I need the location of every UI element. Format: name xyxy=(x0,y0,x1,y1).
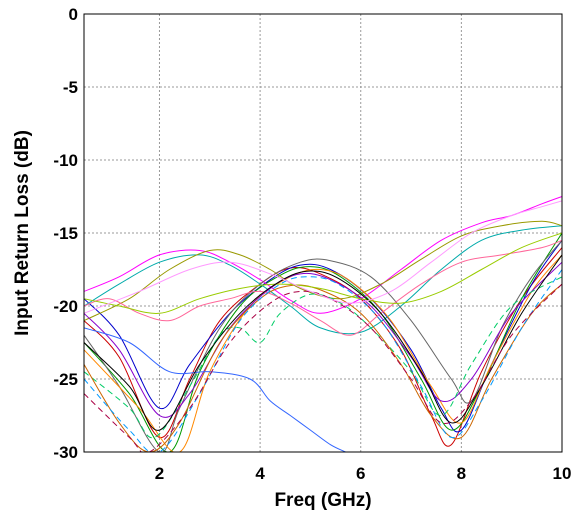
x-tick-label: 8 xyxy=(457,464,466,483)
series-line-18 xyxy=(84,200,562,314)
x-tick-label: 2 xyxy=(155,464,164,483)
y-tick-label: -25 xyxy=(53,370,78,389)
series-line-13 xyxy=(84,239,562,336)
plot-area xyxy=(84,14,562,452)
y-tick-label: 0 xyxy=(69,5,78,24)
series-line-6 xyxy=(84,220,562,322)
series-line-17 xyxy=(84,283,562,452)
plot-frame xyxy=(83,13,563,453)
series-line-9 xyxy=(84,261,562,418)
y-tick-label: -20 xyxy=(53,297,78,316)
series-line-1 xyxy=(84,247,562,447)
y-tick-labels: 0 -5 -10 -15 -20 -25 -30 xyxy=(53,5,78,462)
y-axis-label: Input Return Loss (dB) xyxy=(12,130,33,336)
x-tick-labels: 2 4 6 8 10 xyxy=(155,464,572,483)
y-tick-label: -30 xyxy=(53,443,78,462)
series-line-12 xyxy=(84,327,346,452)
series-line-7 xyxy=(84,239,562,452)
y-tick-label: -5 xyxy=(63,78,78,97)
series-line-4 xyxy=(84,196,562,314)
series-line-11 xyxy=(84,283,562,452)
y-tick-label: -15 xyxy=(53,224,78,243)
y-tick-label: -10 xyxy=(53,151,78,170)
x-tick-label: 6 xyxy=(356,464,365,483)
series-line-8 xyxy=(84,254,562,452)
x-tick-label: 4 xyxy=(255,464,265,483)
series-line-14 xyxy=(84,269,562,452)
series-line-5 xyxy=(84,225,562,335)
x-axis-label: Freq (GHz) xyxy=(274,490,371,511)
grid xyxy=(84,14,562,452)
series-line-15 xyxy=(84,232,562,314)
series-group xyxy=(84,196,562,452)
x-tick-label: 10 xyxy=(553,464,572,483)
